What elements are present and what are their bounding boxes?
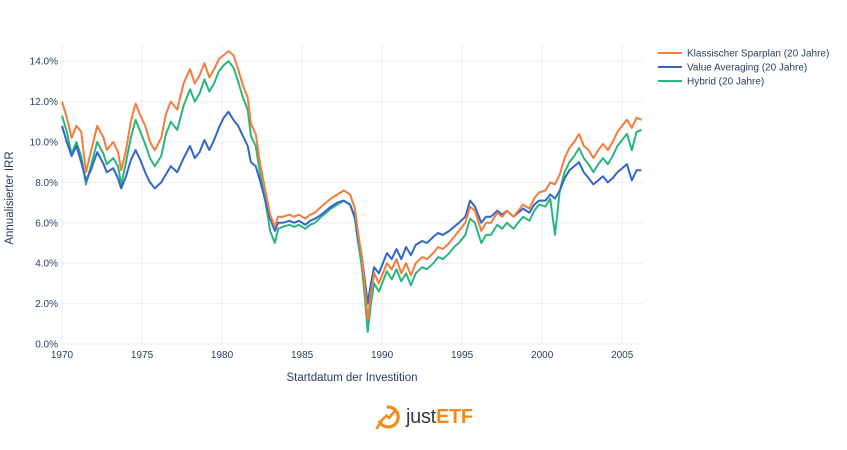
x-tick-label: 1990 xyxy=(371,350,394,361)
y-tick-label: 10.0% xyxy=(30,137,58,148)
x-tick-label: 1970 xyxy=(51,350,74,361)
y-axis-title: Annualisierter IRR xyxy=(4,151,16,244)
justetf-logo: justETF xyxy=(375,402,473,432)
series-line-0 xyxy=(61,50,642,321)
x-axis-title: Startdatum der Investition xyxy=(286,372,417,384)
x-tick-label: 1980 xyxy=(211,350,234,361)
line-chart: 0.0% 2.0% 4.0% 6.0% 8.0% 10.0% 12.0% 14.0% 1970 1… xyxy=(4,45,829,384)
justetf-logo-icon xyxy=(375,405,400,430)
chart-legend[interactable]: Klassischer Sparplan (20 Jahre) Value Ave… xyxy=(658,49,829,88)
logo-text-just: just xyxy=(406,405,436,428)
chart-grid xyxy=(61,45,643,345)
legend-label: Klassischer Sparplan (20 Jahre) xyxy=(687,49,829,60)
y-tick-label: 0.0% xyxy=(35,340,58,351)
y-tick-label: 8.0% xyxy=(35,178,58,189)
legend-label: Value Averaging (20 Jahre) xyxy=(687,63,807,74)
logo-text-etf: ETF xyxy=(435,405,473,428)
y-tick-label: 14.0% xyxy=(30,57,58,68)
x-tick-label: 1975 xyxy=(131,350,154,361)
legend-item-1[interactable]: Value Averaging (20 Jahre) xyxy=(658,63,807,74)
y-tick-label: 12.0% xyxy=(30,97,58,108)
series-line-1 xyxy=(61,110,642,305)
legend-item-0[interactable]: Klassischer Sparplan (20 Jahre) xyxy=(658,49,829,60)
x-tick-label: 1995 xyxy=(451,350,474,361)
y-tick-label: 6.0% xyxy=(35,218,58,229)
legend-label: Hybrid (20 Jahre) xyxy=(687,77,764,88)
y-tick-label: 2.0% xyxy=(35,299,58,310)
chart-series xyxy=(61,50,642,333)
x-tick-label: 1985 xyxy=(291,350,314,361)
legend-item-2[interactable]: Hybrid (20 Jahre) xyxy=(658,77,764,88)
justetf-logo-text: justETF xyxy=(406,406,473,429)
x-tick-label: 2000 xyxy=(531,350,554,361)
y-tick-label: 4.0% xyxy=(35,259,58,270)
x-tick-label: 2005 xyxy=(611,350,634,361)
chart-axes: 0.0% 2.0% 4.0% 6.0% 8.0% 10.0% 12.0% 14.0% 1970 1… xyxy=(30,57,634,361)
